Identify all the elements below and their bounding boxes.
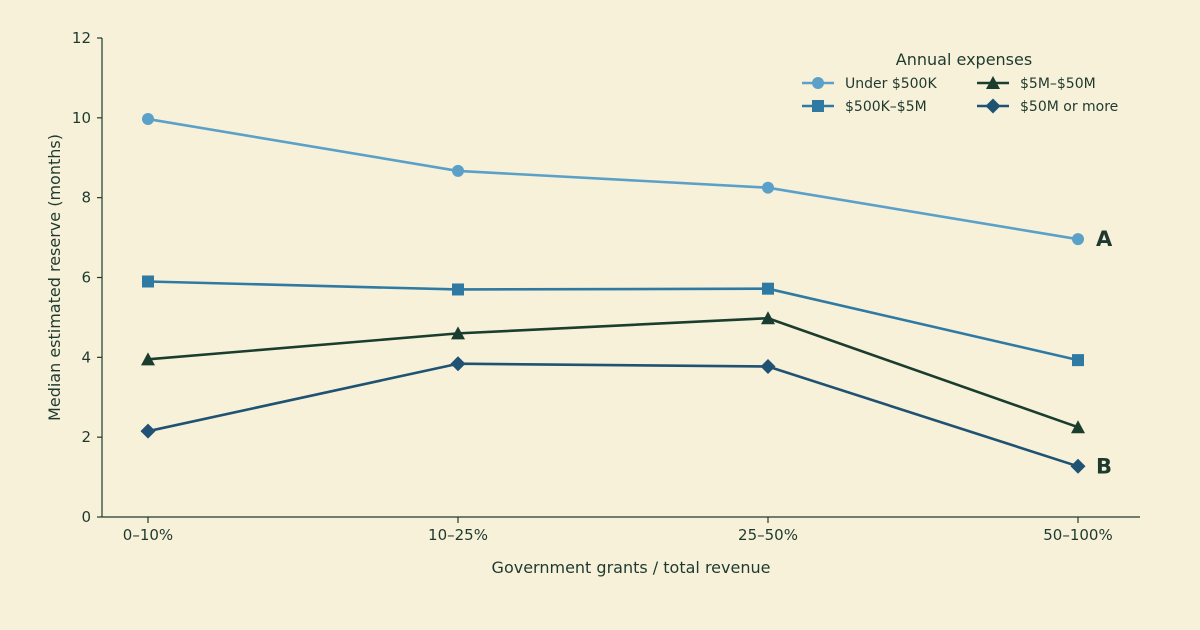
legend-item: $50M or more [977, 98, 1118, 115]
y-ticks: 0 2 4 6 8 10 12 [72, 29, 102, 526]
data-point [452, 164, 464, 177]
legend-title: Annual expenses [896, 50, 1032, 69]
legend-swatch-marker [812, 77, 824, 89]
data-point [1072, 233, 1084, 246]
y-tick-label: 4 [81, 348, 91, 366]
series-1 [142, 275, 1084, 367]
legend-item: $5M–$50M [977, 76, 1096, 92]
legend-label: $50M or more [1020, 99, 1118, 115]
data-point [762, 282, 774, 295]
series-2 [141, 311, 1085, 434]
legend: Annual expenses Under $500K $500K–$5M $5M–… [802, 50, 1118, 115]
legend-item: Under $500K [802, 76, 937, 92]
legend-label: Under $500K [845, 76, 937, 92]
series-line [147, 316, 1079, 429]
legend-swatch-marker [986, 76, 1000, 89]
series-line [147, 362, 1079, 468]
series-line [147, 117, 1079, 241]
data-point [451, 326, 465, 340]
legend-swatch-marker [812, 100, 824, 112]
x-tick-label: 10–25% [428, 526, 488, 544]
x-tick-label: 0–10% [123, 526, 173, 544]
annotations: AB [1096, 227, 1113, 478]
y-tick-label: 10 [72, 109, 91, 127]
data-point [142, 275, 154, 288]
y-tick-label: 8 [81, 189, 91, 207]
series-0 [142, 113, 1084, 246]
data-point [1072, 354, 1084, 367]
axes [101, 38, 1140, 518]
data-point [142, 113, 154, 126]
x-ticks: 0–10% 10–25% 25–50% 50–100% [123, 517, 1113, 544]
y-tick-label: 6 [81, 269, 91, 287]
data-point [141, 352, 155, 366]
legend-label: $500K–$5M [845, 99, 927, 115]
y-axis-title: Median estimated reserve (months) [45, 134, 64, 421]
series-3 [140, 356, 1086, 474]
data-point [761, 311, 775, 325]
data-point [1071, 420, 1085, 434]
annotation-label: B [1096, 454, 1112, 478]
legend-label: $5M–$50M [1020, 76, 1096, 92]
annotation-label: A [1096, 227, 1113, 251]
y-tick-label: 12 [72, 29, 91, 47]
data-point [452, 283, 464, 296]
legend-swatch-marker [985, 98, 1001, 114]
data-point [140, 423, 156, 439]
data-point [760, 359, 776, 375]
x-axis-title: Government grants / total revenue [492, 558, 771, 577]
data-point [762, 181, 774, 194]
x-tick-label: 25–50% [738, 526, 798, 544]
legend-item: $500K–$5M [802, 99, 927, 115]
series-line [147, 280, 1079, 362]
data-point [1070, 458, 1086, 474]
x-tick-label: 50–100% [1043, 526, 1112, 544]
y-tick-label: 0 [81, 508, 91, 526]
series-layer [140, 113, 1086, 474]
data-point [450, 356, 466, 372]
y-tick-label: 2 [81, 428, 91, 446]
